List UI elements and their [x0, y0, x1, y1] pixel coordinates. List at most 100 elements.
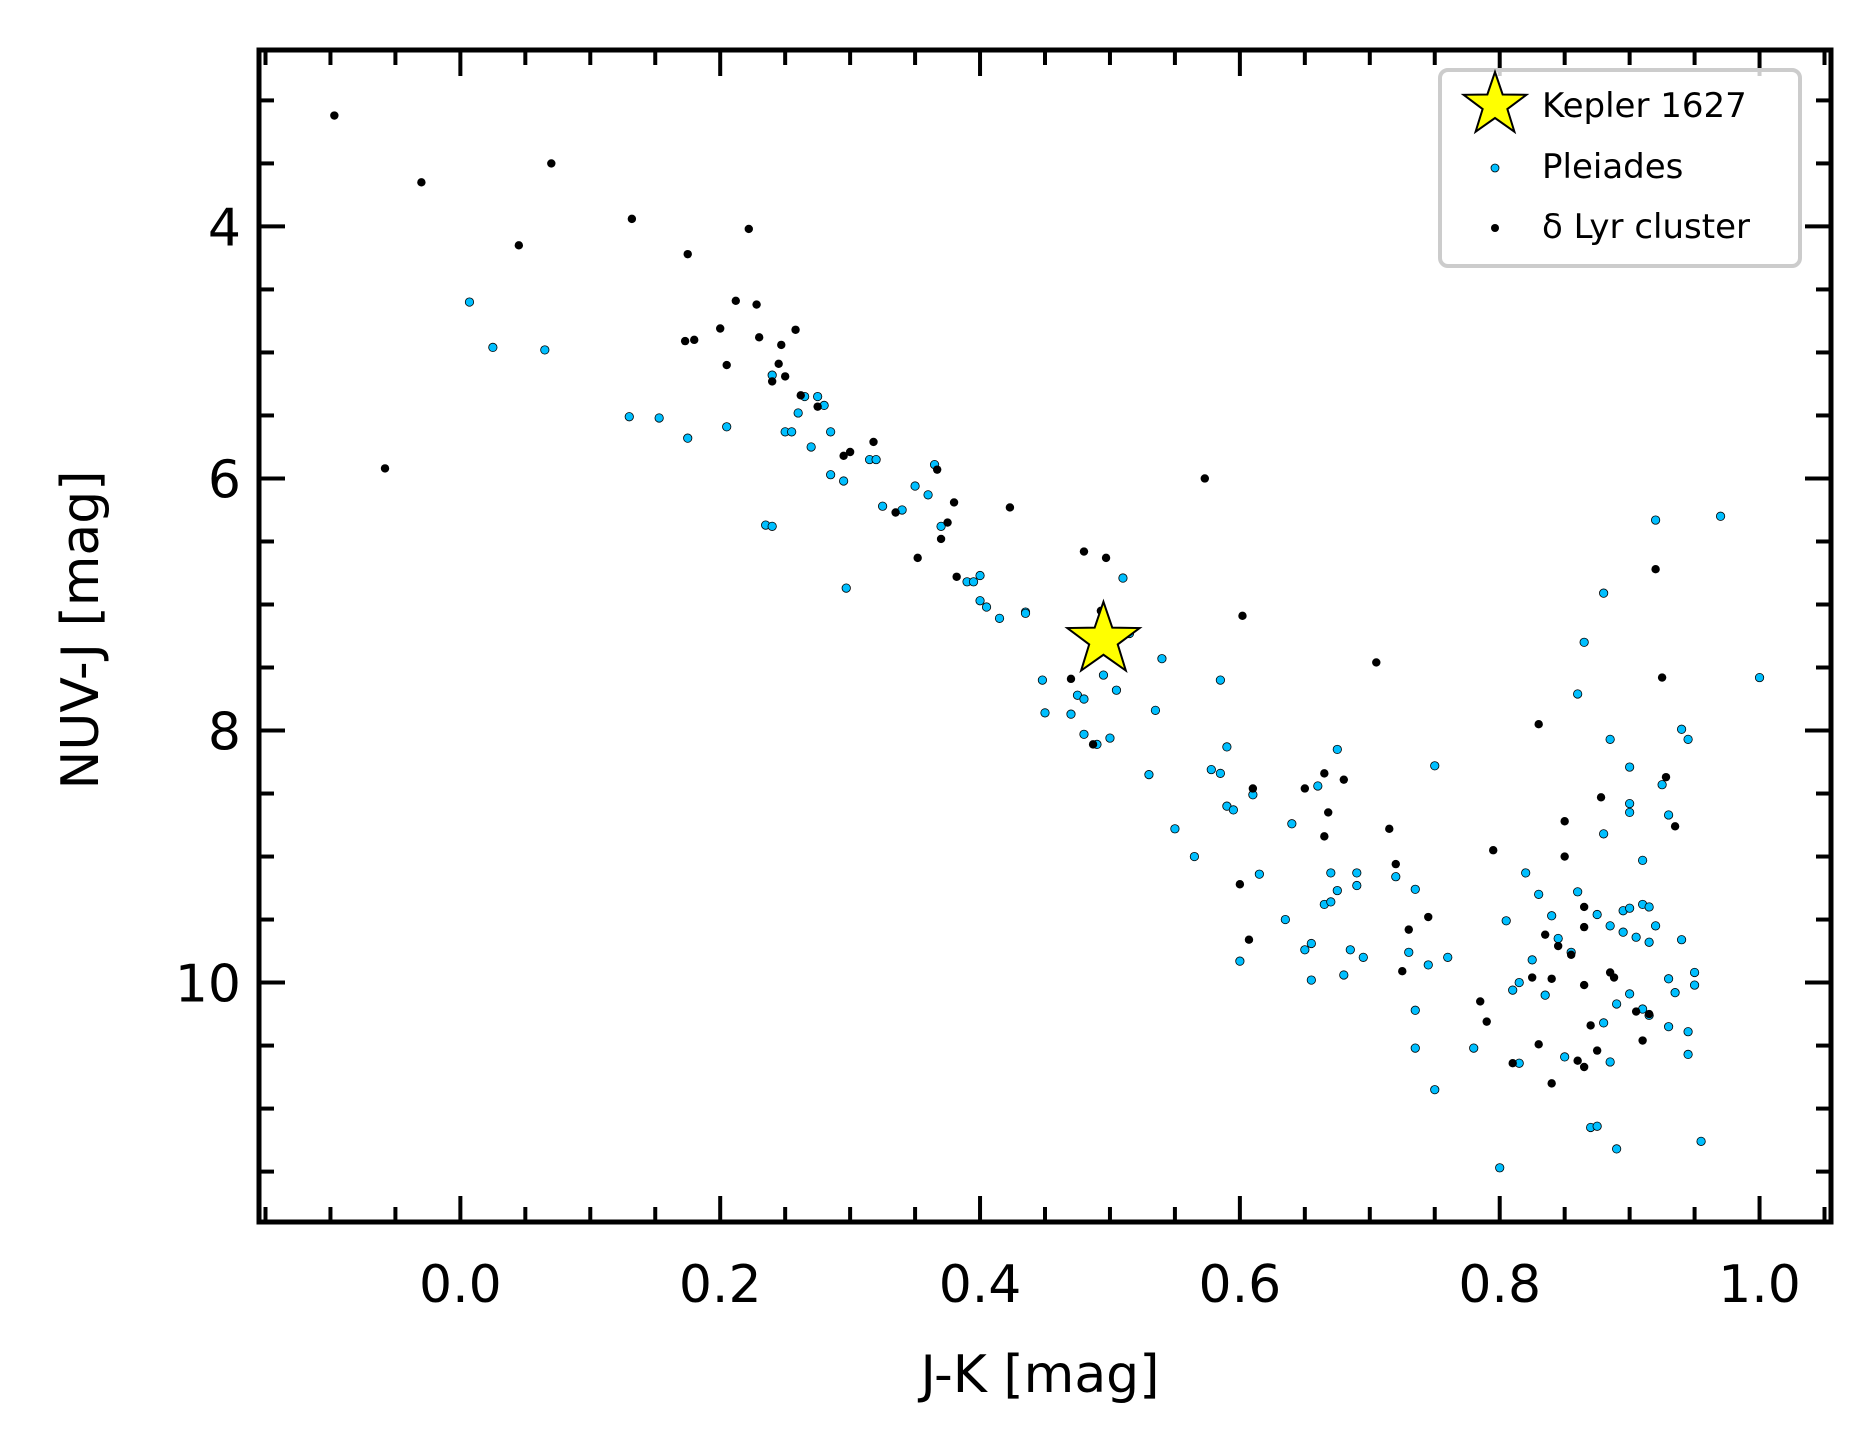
delta-lyr-point	[1101, 553, 1111, 563]
delta-lyr-point	[1372, 658, 1381, 667]
delta-lyr-point	[1586, 1021, 1595, 1030]
delta-lyr-point	[791, 325, 800, 334]
delta-lyr-point	[683, 249, 692, 259]
pleiades-point	[1079, 694, 1089, 704]
pleiades-point	[1040, 708, 1050, 718]
series-pleiades	[464, 297, 1765, 1173]
delta-lyr-point	[754, 333, 764, 342]
pleiades-point	[1599, 829, 1609, 839]
pleiades-point	[1664, 810, 1674, 820]
delta-lyr-point	[330, 111, 339, 120]
legend-label-delta-lyr: δ Lyr cluster	[1542, 207, 1750, 247]
pleiades-point	[683, 433, 693, 443]
pleiades-point	[1105, 733, 1115, 743]
pleiades-point	[1150, 705, 1161, 715]
pleiades-point	[1410, 1005, 1420, 1015]
delta-lyr-point	[722, 360, 731, 370]
pleiades-point	[1410, 884, 1420, 894]
pleiades-point	[1664, 1022, 1674, 1032]
pleiades-point	[1501, 916, 1511, 926]
delta-lyr-point	[1579, 922, 1589, 932]
delta-lyr-point	[1596, 793, 1606, 802]
pleiades-point	[767, 521, 777, 531]
delta-lyr-point	[731, 296, 740, 305]
pleiades-point	[1339, 970, 1349, 980]
pleiades-point	[1254, 869, 1264, 879]
pleiades-point	[1352, 868, 1362, 878]
delta-lyr-point	[1238, 611, 1247, 621]
pleiades-point	[1391, 872, 1401, 882]
pleiades-point	[540, 345, 550, 355]
delta-lyr-point	[813, 402, 822, 411]
pleiades-point	[1098, 670, 1109, 680]
delta-lyr-point	[1579, 902, 1589, 912]
pleiades-point	[1521, 868, 1531, 878]
pleiades-point	[1430, 1085, 1440, 1095]
delta-lyr-point	[1320, 832, 1329, 841]
pleiades-point	[1020, 608, 1031, 618]
delta-lyr-point	[845, 447, 855, 457]
pleiades-point	[1625, 989, 1635, 999]
y-tick-label: 8	[208, 703, 241, 763]
y-tick-label: 6	[208, 450, 241, 510]
pleiades-point	[1352, 880, 1362, 891]
pleiades-point	[464, 297, 475, 307]
delta-lyr-point	[1300, 784, 1310, 793]
pleiades-point	[1754, 672, 1765, 683]
x-tick-label: 1.0	[1718, 1255, 1801, 1315]
pleiades-point	[1157, 654, 1167, 664]
pleiades-point	[624, 412, 634, 422]
delta-lyr-point	[1320, 769, 1329, 778]
legend-box	[1438, 68, 1802, 268]
delta-lyr-point	[1534, 1040, 1543, 1049]
pleiades-point	[1215, 768, 1225, 778]
pleiades-point	[1573, 689, 1583, 699]
delta-lyr-point	[1066, 674, 1076, 684]
pleiades-point	[1111, 685, 1122, 695]
pleiades-point	[1676, 935, 1687, 945]
delta-lyr-point	[1661, 772, 1671, 782]
x-tick-label: 0.8	[1458, 1255, 1541, 1315]
pleiades-point	[1689, 967, 1700, 978]
y-tick-label: 4	[208, 198, 241, 258]
pleiades-point	[1573, 887, 1583, 897]
delta-lyr-point	[1339, 775, 1349, 784]
pleiades-point	[1715, 511, 1726, 521]
delta-lyr-point	[547, 159, 556, 168]
pleiades-point	[1118, 573, 1128, 583]
pleiades-point	[1306, 975, 1316, 985]
pleiades-point	[975, 596, 985, 606]
pleiades-point	[1683, 1049, 1693, 1059]
pleiades-point	[1599, 588, 1609, 598]
pleiades-point	[1683, 1027, 1693, 1037]
x-tick-label: 0.0	[419, 1255, 502, 1315]
legend-kepler-marker	[1460, 68, 1530, 135]
pleiades-point	[878, 501, 888, 511]
pleiades-point	[488, 342, 498, 353]
delta-lyr-point	[1657, 673, 1667, 682]
pleiades-point	[994, 613, 1005, 623]
pleiades-point	[1170, 824, 1180, 834]
series-kepler-1627	[1064, 598, 1143, 674]
x-tick-label: 0.6	[1199, 1255, 1282, 1315]
delta-lyr-point	[774, 359, 783, 368]
pleiades-point	[1306, 938, 1316, 949]
pleiades-point	[1625, 762, 1635, 772]
delta-lyr-point	[1398, 967, 1407, 976]
pleiades-point	[1527, 955, 1537, 965]
delta-lyr-point	[796, 391, 805, 400]
delta-lyr-point	[1476, 997, 1485, 1006]
delta-lyr-point	[752, 300, 761, 309]
pleiades-point	[806, 442, 816, 452]
pleiades-point	[1631, 932, 1641, 942]
pleiades-point	[1079, 729, 1089, 739]
delta-lyr-point	[1235, 880, 1245, 889]
delta-lyr-point	[744, 224, 753, 234]
delta-lyr-point	[1248, 784, 1258, 793]
pleiades-point	[841, 583, 851, 593]
pleiades-point	[1514, 977, 1524, 988]
pleiades-point	[1469, 1043, 1479, 1053]
pleiades-point	[1326, 897, 1336, 907]
pleiades-point	[1547, 911, 1557, 921]
x-axis-ticks: 0.0 0.2 0.4 0.6 0.8 1.0	[263, 50, 1827, 1315]
